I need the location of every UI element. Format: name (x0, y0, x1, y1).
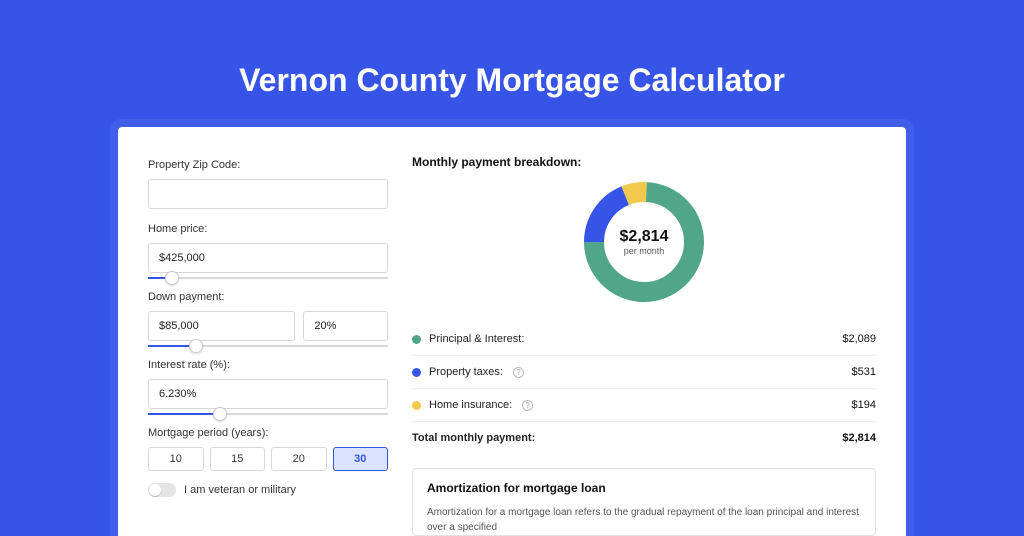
page-title: Vernon County Mortgage Calculator (0, 0, 1024, 127)
period-btn-15[interactable]: 15 (210, 447, 266, 471)
donut-sub: per month (624, 246, 665, 256)
legend-total-label: Total monthly payment: (412, 432, 535, 444)
breakdown-column: Monthly payment breakdown: $2,814 per mo… (412, 155, 876, 536)
down-payment-slider-thumb[interactable] (189, 339, 203, 353)
legend-total-value: $2,814 (842, 432, 876, 444)
donut-chart-wrap: $2,814 per month (412, 179, 876, 305)
zip-input[interactable] (148, 179, 388, 209)
interest-rate-slider-thumb[interactable] (213, 407, 227, 421)
period-btn-30[interactable]: 30 (333, 447, 389, 471)
form-column: Property Zip Code: Home price: Down paym… (148, 155, 388, 536)
legend-row: Property taxes:? $531 (412, 355, 876, 388)
interest-rate-slider[interactable] (148, 413, 388, 415)
interest-rate-input[interactable] (148, 379, 388, 409)
legend-label: Property taxes: (429, 366, 503, 378)
legend-dot (412, 335, 421, 344)
down-payment-amount-input[interactable] (148, 311, 295, 341)
veteran-toggle-row: I am veteran or military (148, 483, 388, 497)
legend-label: Principal & Interest: (429, 333, 524, 345)
zip-label: Property Zip Code: (148, 159, 388, 171)
home-price-label: Home price: (148, 223, 388, 235)
legend-row: Principal & Interest: $2,089 (412, 323, 876, 355)
calculator-card: Property Zip Code: Home price: Down paym… (118, 127, 906, 536)
veteran-toggle-knob (149, 484, 161, 496)
period-btn-20[interactable]: 20 (271, 447, 327, 471)
legend-label: Home insurance: (429, 399, 512, 411)
legend-value: $2,089 (842, 333, 876, 345)
down-payment-percent-input[interactable] (303, 311, 388, 341)
mortgage-period-label: Mortgage period (years): (148, 427, 388, 439)
mortgage-period-buttons: 10152030 (148, 447, 388, 471)
legend-value: $194 (852, 399, 876, 411)
home-price-input[interactable] (148, 243, 388, 273)
veteran-toggle[interactable] (148, 483, 176, 497)
home-price-slider[interactable] (148, 277, 388, 279)
breakdown-title: Monthly payment breakdown: (412, 155, 876, 169)
amortization-title: Amortization for mortgage loan (427, 481, 861, 495)
amortization-text: Amortization for a mortgage loan refers … (427, 505, 861, 535)
veteran-toggle-label: I am veteran or military (184, 484, 296, 496)
donut-center: $2,814 per month (581, 179, 707, 305)
legend-dot (412, 401, 421, 410)
legend-total-row: Total monthly payment: $2,814 (412, 421, 876, 454)
legend-row: Home insurance:? $194 (412, 388, 876, 421)
legend-value: $531 (852, 366, 876, 378)
home-price-slider-thumb[interactable] (165, 271, 179, 285)
info-icon[interactable]: ? (522, 400, 533, 411)
interest-rate-label: Interest rate (%): (148, 359, 388, 371)
info-icon[interactable]: ? (513, 367, 524, 378)
donut-chart: $2,814 per month (581, 179, 707, 305)
donut-amount: $2,814 (620, 228, 669, 246)
period-btn-10[interactable]: 10 (148, 447, 204, 471)
down-payment-label: Down payment: (148, 291, 388, 303)
legend-dot (412, 368, 421, 377)
legend: Principal & Interest: $2,089 Property taxe… (412, 323, 876, 421)
amortization-box: Amortization for mortgage loan Amortizat… (412, 468, 876, 536)
down-payment-slider[interactable] (148, 345, 388, 347)
